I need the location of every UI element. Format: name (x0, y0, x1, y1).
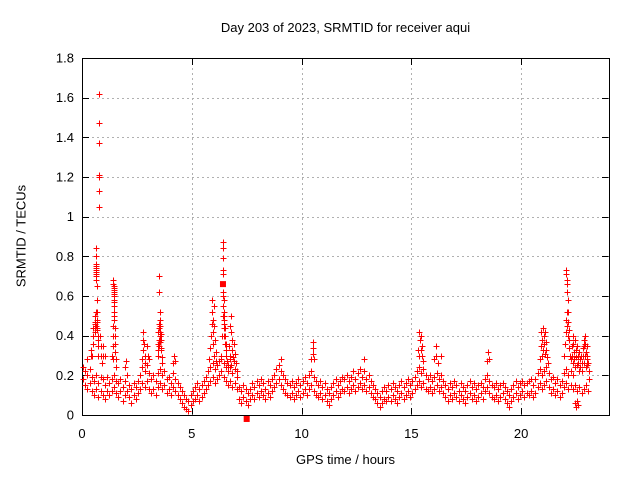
y-tick-label: 1.6 (56, 90, 74, 105)
x-tick-label: 5 (188, 426, 195, 441)
data-point-square (243, 415, 250, 422)
data-points (80, 91, 593, 415)
x-tick-label: 0 (78, 426, 85, 441)
y-tick-label: 0.4 (56, 328, 74, 343)
y-tick-label: 1.8 (56, 51, 74, 66)
plot-border (82, 58, 610, 416)
y-tick-label: 1 (67, 209, 74, 224)
y-tick-label: 1.4 (56, 130, 74, 145)
grid-layer (82, 58, 609, 415)
y-tick-label: 0 (67, 408, 74, 423)
y-tick-label: 0.2 (56, 368, 74, 383)
data-point-square (219, 281, 226, 288)
square-points-layer (219, 281, 250, 422)
y-tick-label: 1.2 (56, 170, 74, 185)
y-tick-label: 0.8 (56, 249, 74, 264)
x-tick-label: 15 (404, 426, 418, 441)
x-tick-label: 20 (514, 426, 528, 441)
y-tick-label: 0.6 (56, 289, 74, 304)
chart-title: Day 203 of 2023, SRMTID for receiver aqu… (220, 20, 471, 35)
x-axis-label: GPS time / hours (296, 452, 395, 467)
tick-labels: 0 5 10 15 20 0 0.2 0.4 0.6 0.8 1 1.2 1.4 1.6 1.8 (56, 51, 528, 442)
x-tick-label: 10 (294, 426, 308, 441)
axis-ticks (82, 58, 609, 416)
